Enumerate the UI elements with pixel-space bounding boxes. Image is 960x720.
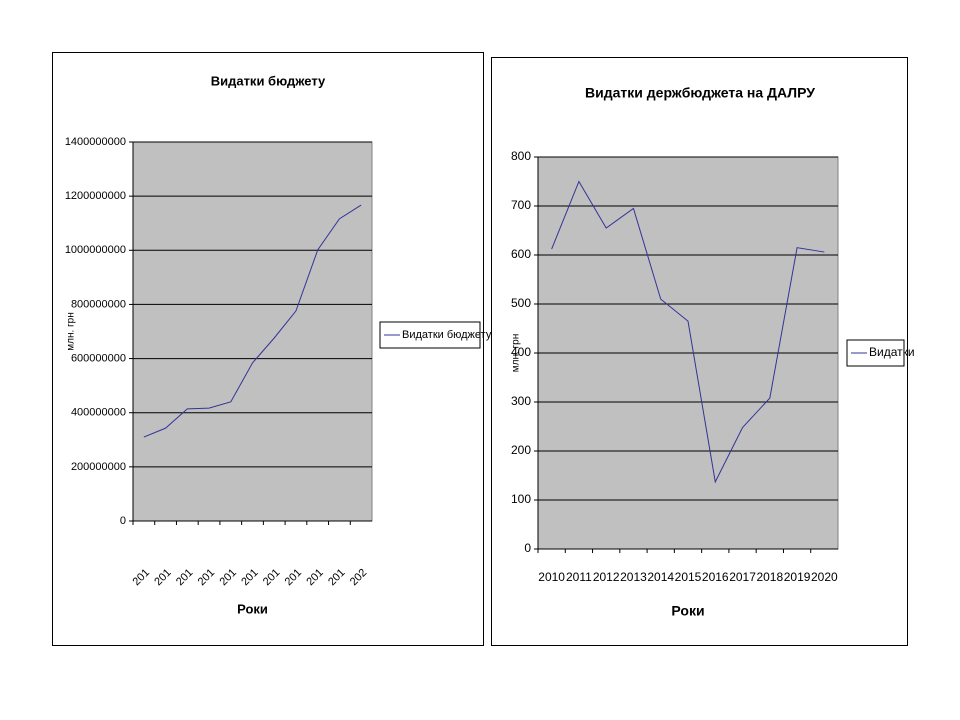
y-tick-label: 200000000 — [71, 461, 126, 473]
x-axis-label: Роки — [237, 601, 268, 616]
x-tick-label: 2018 — [756, 570, 783, 584]
x-tick-label: 2015 — [675, 570, 702, 584]
y-tick-label: 0 — [524, 541, 531, 555]
line-series — [143, 204, 362, 438]
x-tick-label: 2013 — [620, 570, 647, 584]
x-tick-label: 2010 — [538, 570, 565, 584]
y-tick-label: 300 — [511, 394, 531, 408]
y-tick-label: 700 — [511, 198, 531, 212]
y-tick-label: 1000000000 — [65, 244, 126, 256]
x-tick-label: 2012 — [593, 570, 620, 584]
x-axis-label: Роки — [671, 603, 704, 619]
y-tick-label: 800000000 — [71, 298, 126, 310]
y-tick-label: 800 — [511, 149, 531, 163]
x-tick-label: 2020 — [811, 570, 838, 584]
y-tick-label: 600 — [511, 247, 531, 261]
y-tick-label: 0 — [120, 515, 126, 527]
x-tick-label: 2014 — [647, 570, 674, 584]
line-series — [551, 180, 825, 484]
y-axis-label: млн. грн — [511, 334, 522, 373]
y-tick-label: 1200000000 — [65, 190, 126, 202]
y-tick-label: 400000000 — [71, 407, 126, 419]
y-tick-label: 1400000000 — [65, 136, 126, 148]
legend-label: Видатки — [869, 345, 915, 359]
y-tick-label: 100 — [511, 492, 531, 506]
y-tick-label: 500 — [511, 296, 531, 310]
x-tick-label: 2017 — [729, 570, 756, 584]
y-tick-label: 200 — [511, 443, 531, 457]
chart-title: Видатки держбюджета на ДАЛРУ — [585, 85, 815, 101]
chart-title: Видатки бюджету — [211, 73, 326, 88]
y-axis-label: млн. грн — [66, 312, 77, 351]
y-tick-label: 600000000 — [71, 352, 126, 364]
x-tick-label: 2011 — [566, 570, 592, 584]
y-tick-label: 400 — [511, 345, 531, 359]
plot-area — [132, 141, 373, 522]
x-tick-label: 2019 — [784, 570, 811, 584]
legend-label: Видатки бюджету — [402, 329, 492, 341]
x-tick-label: 2016 — [702, 570, 729, 584]
